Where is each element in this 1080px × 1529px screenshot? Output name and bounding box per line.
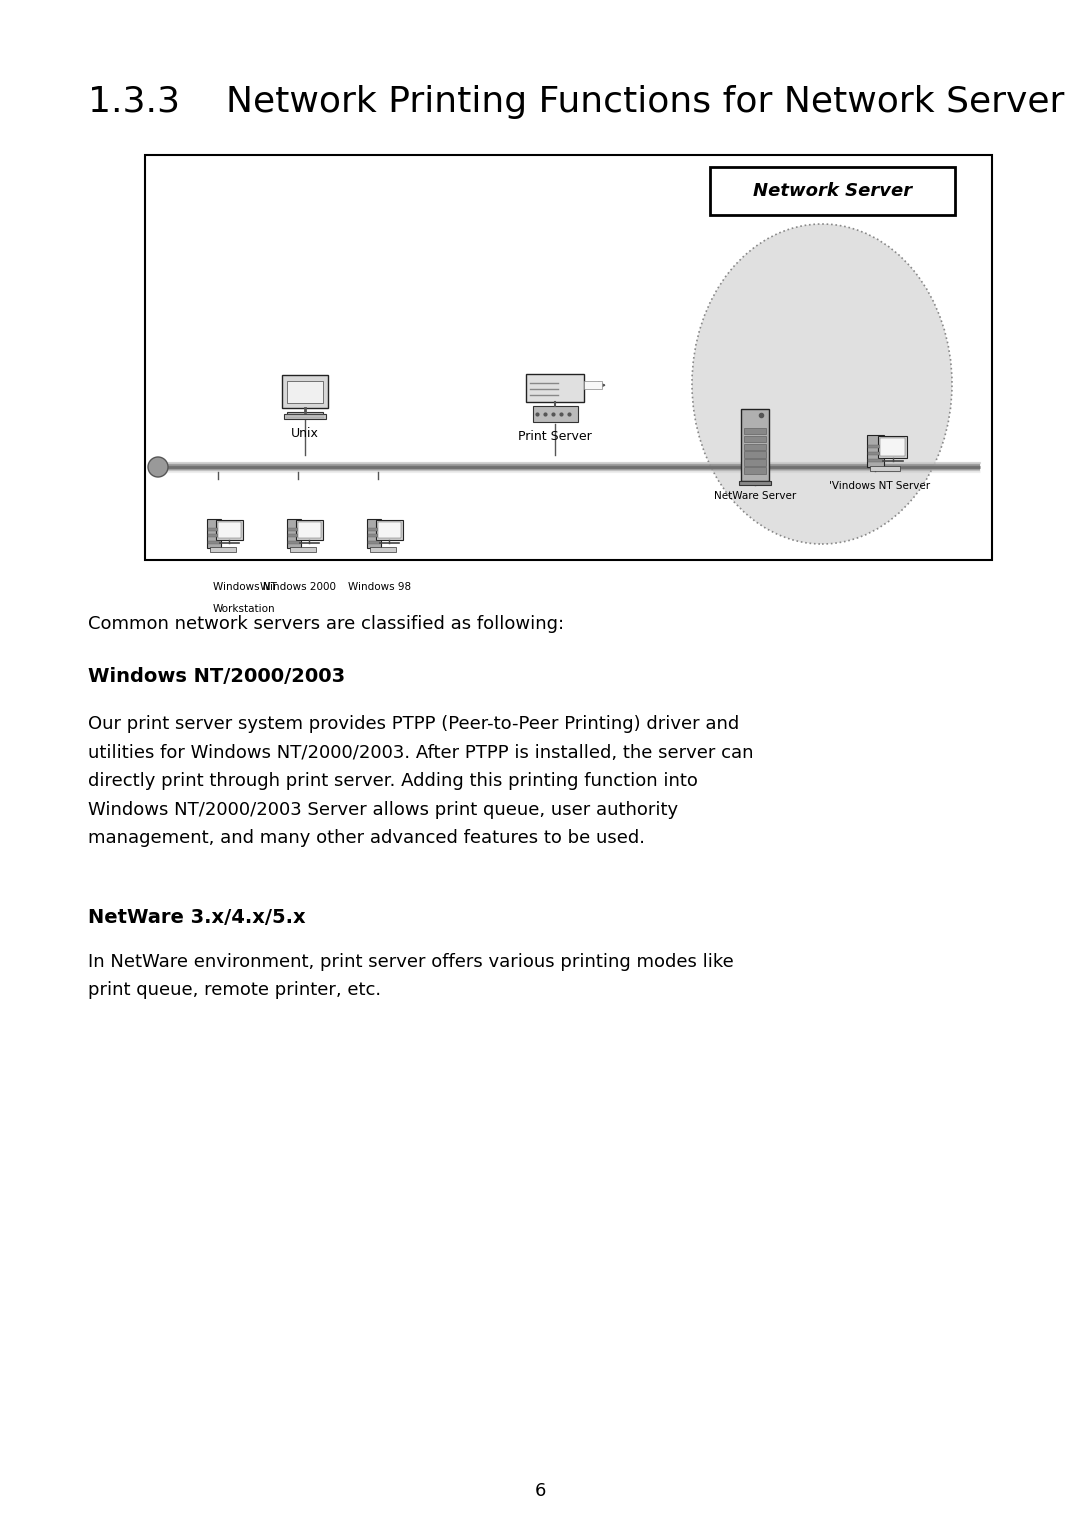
Bar xyxy=(870,466,900,471)
Bar xyxy=(218,521,241,538)
Bar xyxy=(367,541,380,544)
Text: 6: 6 xyxy=(535,1482,545,1500)
Bar xyxy=(532,407,578,422)
Text: 'Vindows NT Server: 'Vindows NT Server xyxy=(829,482,931,491)
Bar xyxy=(376,520,403,540)
Bar xyxy=(296,520,323,540)
Bar xyxy=(287,381,323,404)
Text: management, and many other advanced features to be used.: management, and many other advanced feat… xyxy=(87,829,645,847)
Bar xyxy=(744,428,766,434)
Bar xyxy=(744,468,766,474)
Bar xyxy=(207,541,220,544)
Bar xyxy=(744,451,766,459)
Bar xyxy=(282,375,328,408)
Text: In NetWare environment, print server offers various printing modes like: In NetWare environment, print server off… xyxy=(87,953,733,971)
Bar xyxy=(210,547,237,552)
Bar xyxy=(216,520,243,540)
Bar xyxy=(744,443,766,450)
Bar xyxy=(868,451,882,454)
Bar xyxy=(289,547,316,552)
Bar xyxy=(739,482,771,485)
Text: Common network servers are classified as following:: Common network servers are classified as… xyxy=(87,615,564,633)
Bar xyxy=(207,535,220,537)
Text: Windows NT/2000/2003 Server allows print queue, user authority: Windows NT/2000/2003 Server allows print… xyxy=(87,801,678,818)
Bar xyxy=(287,528,300,531)
Bar xyxy=(286,520,301,547)
Text: Windows NT/2000/2003: Windows NT/2000/2003 xyxy=(87,667,346,687)
Bar xyxy=(287,541,300,544)
Bar xyxy=(367,528,380,531)
Bar xyxy=(878,436,907,457)
Circle shape xyxy=(148,457,168,477)
Bar xyxy=(868,459,882,462)
Text: Network Server: Network Server xyxy=(753,182,913,200)
Text: Windows 2000: Windows 2000 xyxy=(260,583,336,592)
Text: 1.3.3    Network Printing Functions for Network Server: 1.3.3 Network Printing Functions for Net… xyxy=(87,86,1065,119)
Text: Our print server system provides PTPP (Peer-to-Peer Printing) driver and: Our print server system provides PTPP (P… xyxy=(87,716,739,732)
Text: print queue, remote printer, etc.: print queue, remote printer, etc. xyxy=(87,982,381,998)
Bar xyxy=(378,521,401,538)
Text: Print Server: Print Server xyxy=(518,430,592,443)
Text: Windows 98: Windows 98 xyxy=(349,583,411,592)
Text: NetWare Server: NetWare Server xyxy=(714,491,796,502)
Bar xyxy=(868,445,882,448)
Bar xyxy=(526,375,584,402)
Bar xyxy=(744,436,766,442)
Bar xyxy=(867,434,883,466)
Bar xyxy=(298,521,321,538)
FancyBboxPatch shape xyxy=(710,167,955,216)
Text: directly print through print server. Adding this printing function into: directly print through print server. Add… xyxy=(87,772,698,790)
Ellipse shape xyxy=(692,225,951,544)
FancyBboxPatch shape xyxy=(145,154,993,560)
Text: Unix: Unix xyxy=(292,427,319,440)
Bar xyxy=(287,411,323,416)
Bar xyxy=(741,408,769,482)
Bar xyxy=(367,535,380,537)
Bar xyxy=(207,528,220,531)
Text: NetWare 3.x/4.x/5.x: NetWare 3.x/4.x/5.x xyxy=(87,908,306,927)
Bar xyxy=(584,381,602,390)
Text: utilities for Windows NT/2000/2003. After PTPP is installed, the server can: utilities for Windows NT/2000/2003. Afte… xyxy=(87,743,754,761)
Bar xyxy=(369,547,396,552)
Bar xyxy=(880,437,905,456)
Bar xyxy=(206,520,221,547)
Text: Workstation: Workstation xyxy=(213,604,275,615)
Bar xyxy=(287,535,300,537)
Bar xyxy=(366,520,381,547)
Text: Windows NT: Windows NT xyxy=(213,583,276,592)
Bar xyxy=(284,414,326,419)
Bar xyxy=(744,459,766,466)
